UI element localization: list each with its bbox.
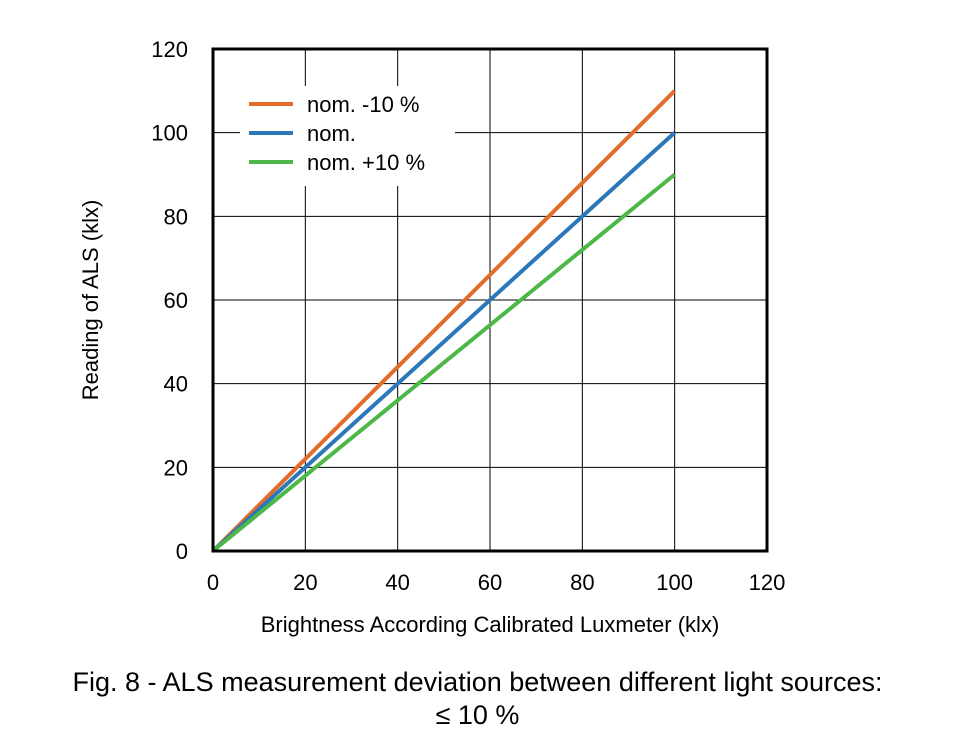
x-tick-label: 120 xyxy=(749,570,786,595)
legend-label: nom. +10 % xyxy=(307,150,425,175)
x-tick-label: 20 xyxy=(293,570,317,595)
y-tick-labels: 0 20 40 60 80 100 120 xyxy=(151,37,188,564)
x-tick-label: 100 xyxy=(656,570,693,595)
x-tick-label: 40 xyxy=(385,570,409,595)
series-line xyxy=(211,172,676,553)
figure-caption: Fig. 8 - ALS measurement deviation betwe… xyxy=(72,667,883,697)
y-tick-label: 120 xyxy=(151,37,188,62)
legend: nom. -10 % nom. nom. +10 % xyxy=(240,86,455,186)
x-tick-label: 60 xyxy=(478,570,502,595)
y-tick-label: 0 xyxy=(176,539,188,564)
chart: 0 20 40 60 80 100 120 0 20 40 60 80 100 120 nom. -10… xyxy=(78,37,785,637)
figure-caption-value: ≤ 10 % xyxy=(435,700,520,730)
x-tick-label: 80 xyxy=(570,570,594,595)
y-tick-label: 20 xyxy=(164,455,188,480)
series-line xyxy=(211,89,677,553)
series-lines xyxy=(211,89,677,553)
plot-frame xyxy=(211,47,769,553)
legend-label: nom. xyxy=(307,121,356,146)
y-tick-label: 80 xyxy=(164,204,188,229)
y-tick-label: 40 xyxy=(164,372,188,397)
series-line xyxy=(211,131,677,553)
x-axis-label: Brightness According Calibrated Luxmeter… xyxy=(261,612,720,637)
x-tick-label: 0 xyxy=(207,570,219,595)
y-axis-label: Reading of ALS (klx) xyxy=(78,200,103,401)
x-tick-labels: 0 20 40 60 80 100 120 xyxy=(207,570,785,595)
legend-label: nom. -10 % xyxy=(307,92,420,117)
y-tick-label: 60 xyxy=(164,288,188,313)
y-tick-label: 100 xyxy=(151,121,188,146)
